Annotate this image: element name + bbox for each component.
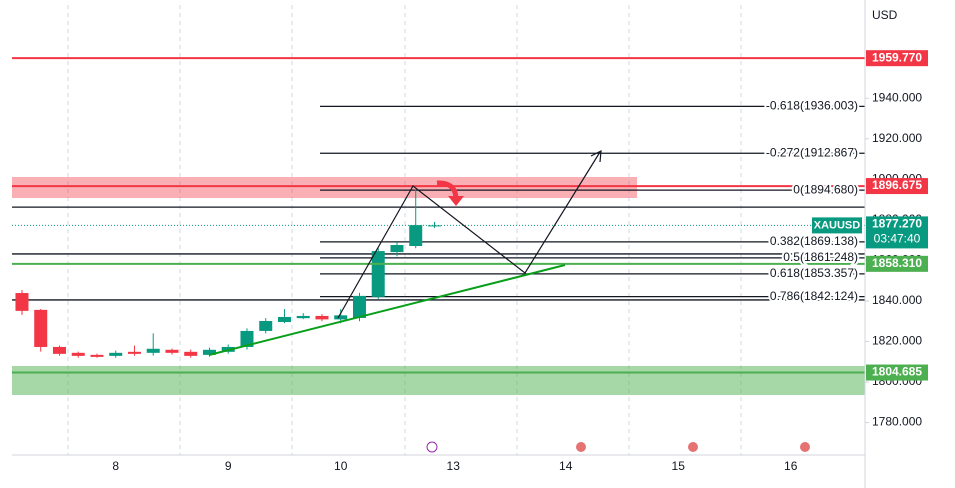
plot <box>12 57 865 374</box>
candle-body <box>146 348 160 353</box>
candle-body <box>34 309 48 347</box>
candle-body <box>184 351 198 356</box>
candle-body <box>427 225 441 227</box>
x-tick-label: 10 <box>334 459 348 473</box>
candle-body <box>240 330 254 347</box>
price-label: 1896.675 <box>872 178 922 192</box>
arrow-head <box>590 149 602 163</box>
x-tick-label: 14 <box>559 459 573 473</box>
symbol-label: XAUUSD <box>814 219 861 231</box>
event-icons <box>426 441 810 453</box>
fib-label: 0(1894.680) <box>793 182 858 196</box>
last-price-box <box>866 216 928 249</box>
y-tick-label: 1940.000 <box>872 90 922 104</box>
support-zone <box>12 366 865 395</box>
candle-body <box>390 245 404 253</box>
candle-body <box>334 315 348 320</box>
reversal-arrow-head <box>448 196 464 206</box>
y-tick-label: 1840.000 <box>872 293 922 307</box>
price-label: 1959.770 <box>872 50 922 64</box>
fib-label: 0.618(1853.357) <box>770 266 858 280</box>
reversal-arrow <box>436 180 459 199</box>
price-label: 1804.685 <box>872 365 922 379</box>
x-tick-label: 16 <box>784 459 798 473</box>
candle-body <box>371 251 385 297</box>
fib-label: 0.786(1842.124) <box>770 289 858 303</box>
candle-body <box>109 352 123 356</box>
y-tick-label: 1780.000 <box>872 415 922 429</box>
fib-label: -0.618(1936.003) <box>766 99 858 113</box>
candle-body <box>315 315 329 320</box>
price-label-box <box>866 50 928 67</box>
resistance-zone <box>12 177 637 198</box>
y-tick-label: 1920.000 <box>872 131 922 145</box>
candle-body <box>277 316 291 323</box>
candle-body <box>15 293 29 311</box>
countdown: 03:47:40 <box>874 232 921 246</box>
grid <box>67 5 742 455</box>
x-tick-label: 15 <box>672 459 686 473</box>
projection-path <box>337 151 601 319</box>
candle-body <box>165 349 179 353</box>
candle-body <box>259 321 273 331</box>
last-price-label: 1877.270 <box>872 217 922 231</box>
symbol-box <box>812 217 862 234</box>
candle-body <box>352 295 366 318</box>
price-label-box <box>866 364 928 381</box>
candle-body <box>202 349 216 355</box>
fib-label: 0.5(1861.248) <box>783 250 858 264</box>
fib-label: 0.382(1869.138) <box>770 234 858 248</box>
x-tick-label: 8 <box>112 459 119 473</box>
currency: USD <box>872 8 898 22</box>
x-tick-label: 13 <box>447 459 461 473</box>
trend-line <box>208 264 566 356</box>
x-tick-label: 9 <box>225 459 232 473</box>
price-label-box <box>866 178 928 195</box>
candle-body <box>52 346 66 354</box>
price-label: 1858.310 <box>872 256 922 270</box>
candle-body <box>127 351 141 354</box>
candle-body <box>296 315 310 319</box>
candle-body <box>71 352 85 356</box>
candle-body <box>90 354 104 357</box>
price-label-box <box>866 255 928 272</box>
fib-label: -0.272(1912.867) <box>766 145 858 159</box>
y-tick-label: 1820.000 <box>872 334 922 348</box>
candle-body <box>409 225 423 247</box>
